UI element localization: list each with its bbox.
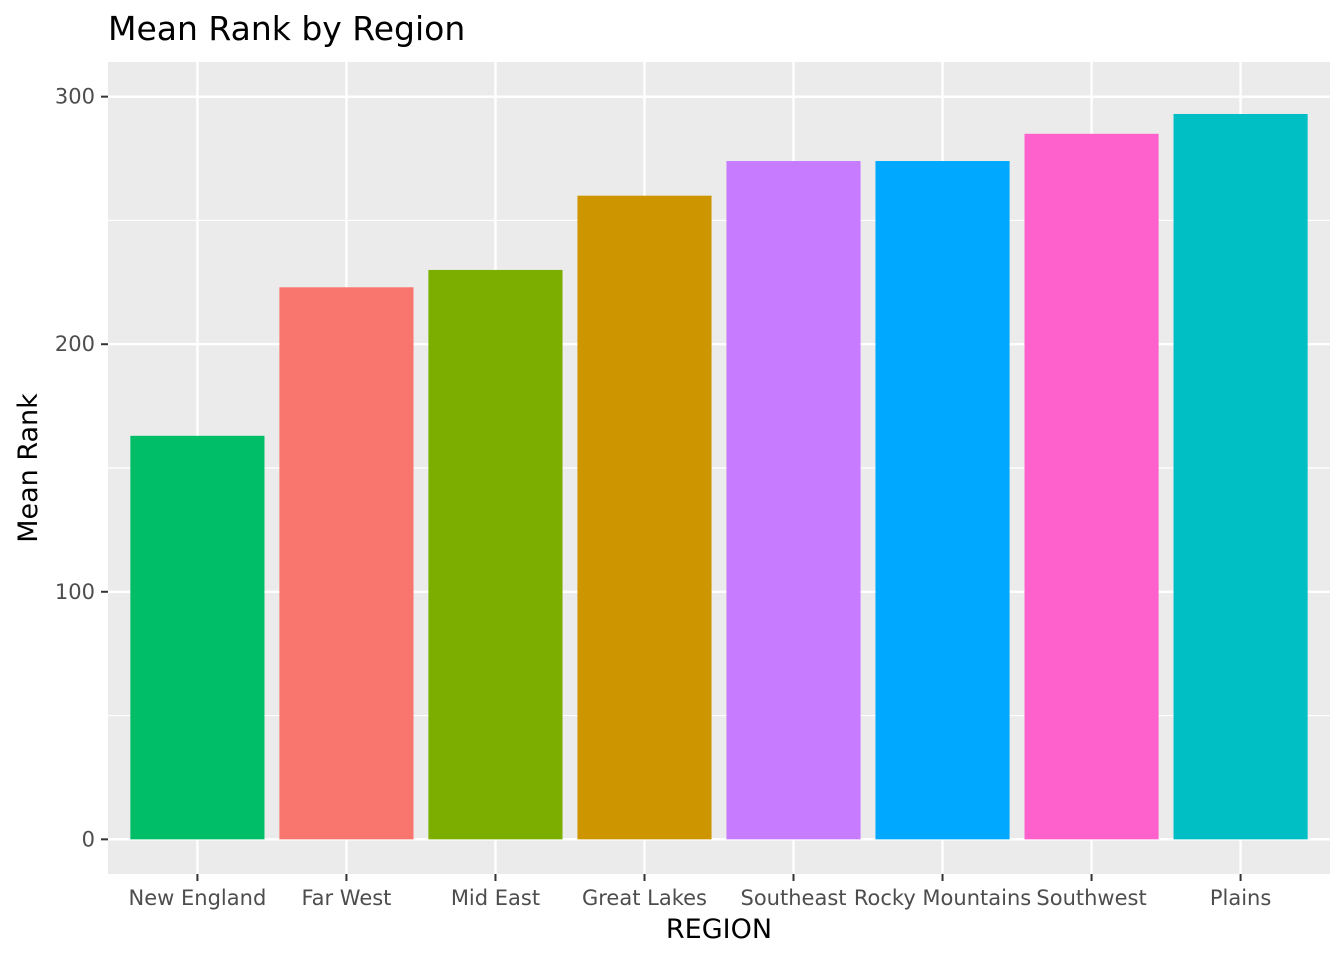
bar-great-lakes [577,195,712,840]
y-tick-label: 100 [55,580,95,604]
x-tick-label: Plains [1210,886,1271,910]
bar-southwest [1024,133,1159,840]
bar-far-west [279,287,414,840]
bar-mid-east [428,269,563,840]
bar-rocky-mountains [875,161,1010,840]
bars [130,113,1308,840]
y-tick-label: 0 [82,827,95,851]
x-tick-label: Great Lakes [582,886,707,910]
y-axis: 0 100 200 300 [55,85,108,851]
chart-title: Mean Rank by Region [108,9,465,48]
bar-new-england [130,435,265,840]
x-tick-label: Southwest [1036,886,1146,910]
bar-plains [1173,113,1308,840]
x-tick-label: Southeast [741,886,847,910]
x-axis: New England Far West Mid East Great Lakes So… [129,874,1271,910]
y-axis-title: Mean Rank [13,393,44,543]
x-tick-label: Far West [301,886,391,910]
x-tick-label: Rocky Mountains [854,886,1031,910]
y-tick-label: 300 [55,85,95,109]
x-axis-title: REGION [666,914,772,945]
y-tick-label: 200 [55,332,95,356]
x-tick-label: New England [129,886,267,910]
x-tick-label: Mid East [451,886,540,910]
bar-southeast [726,161,861,840]
